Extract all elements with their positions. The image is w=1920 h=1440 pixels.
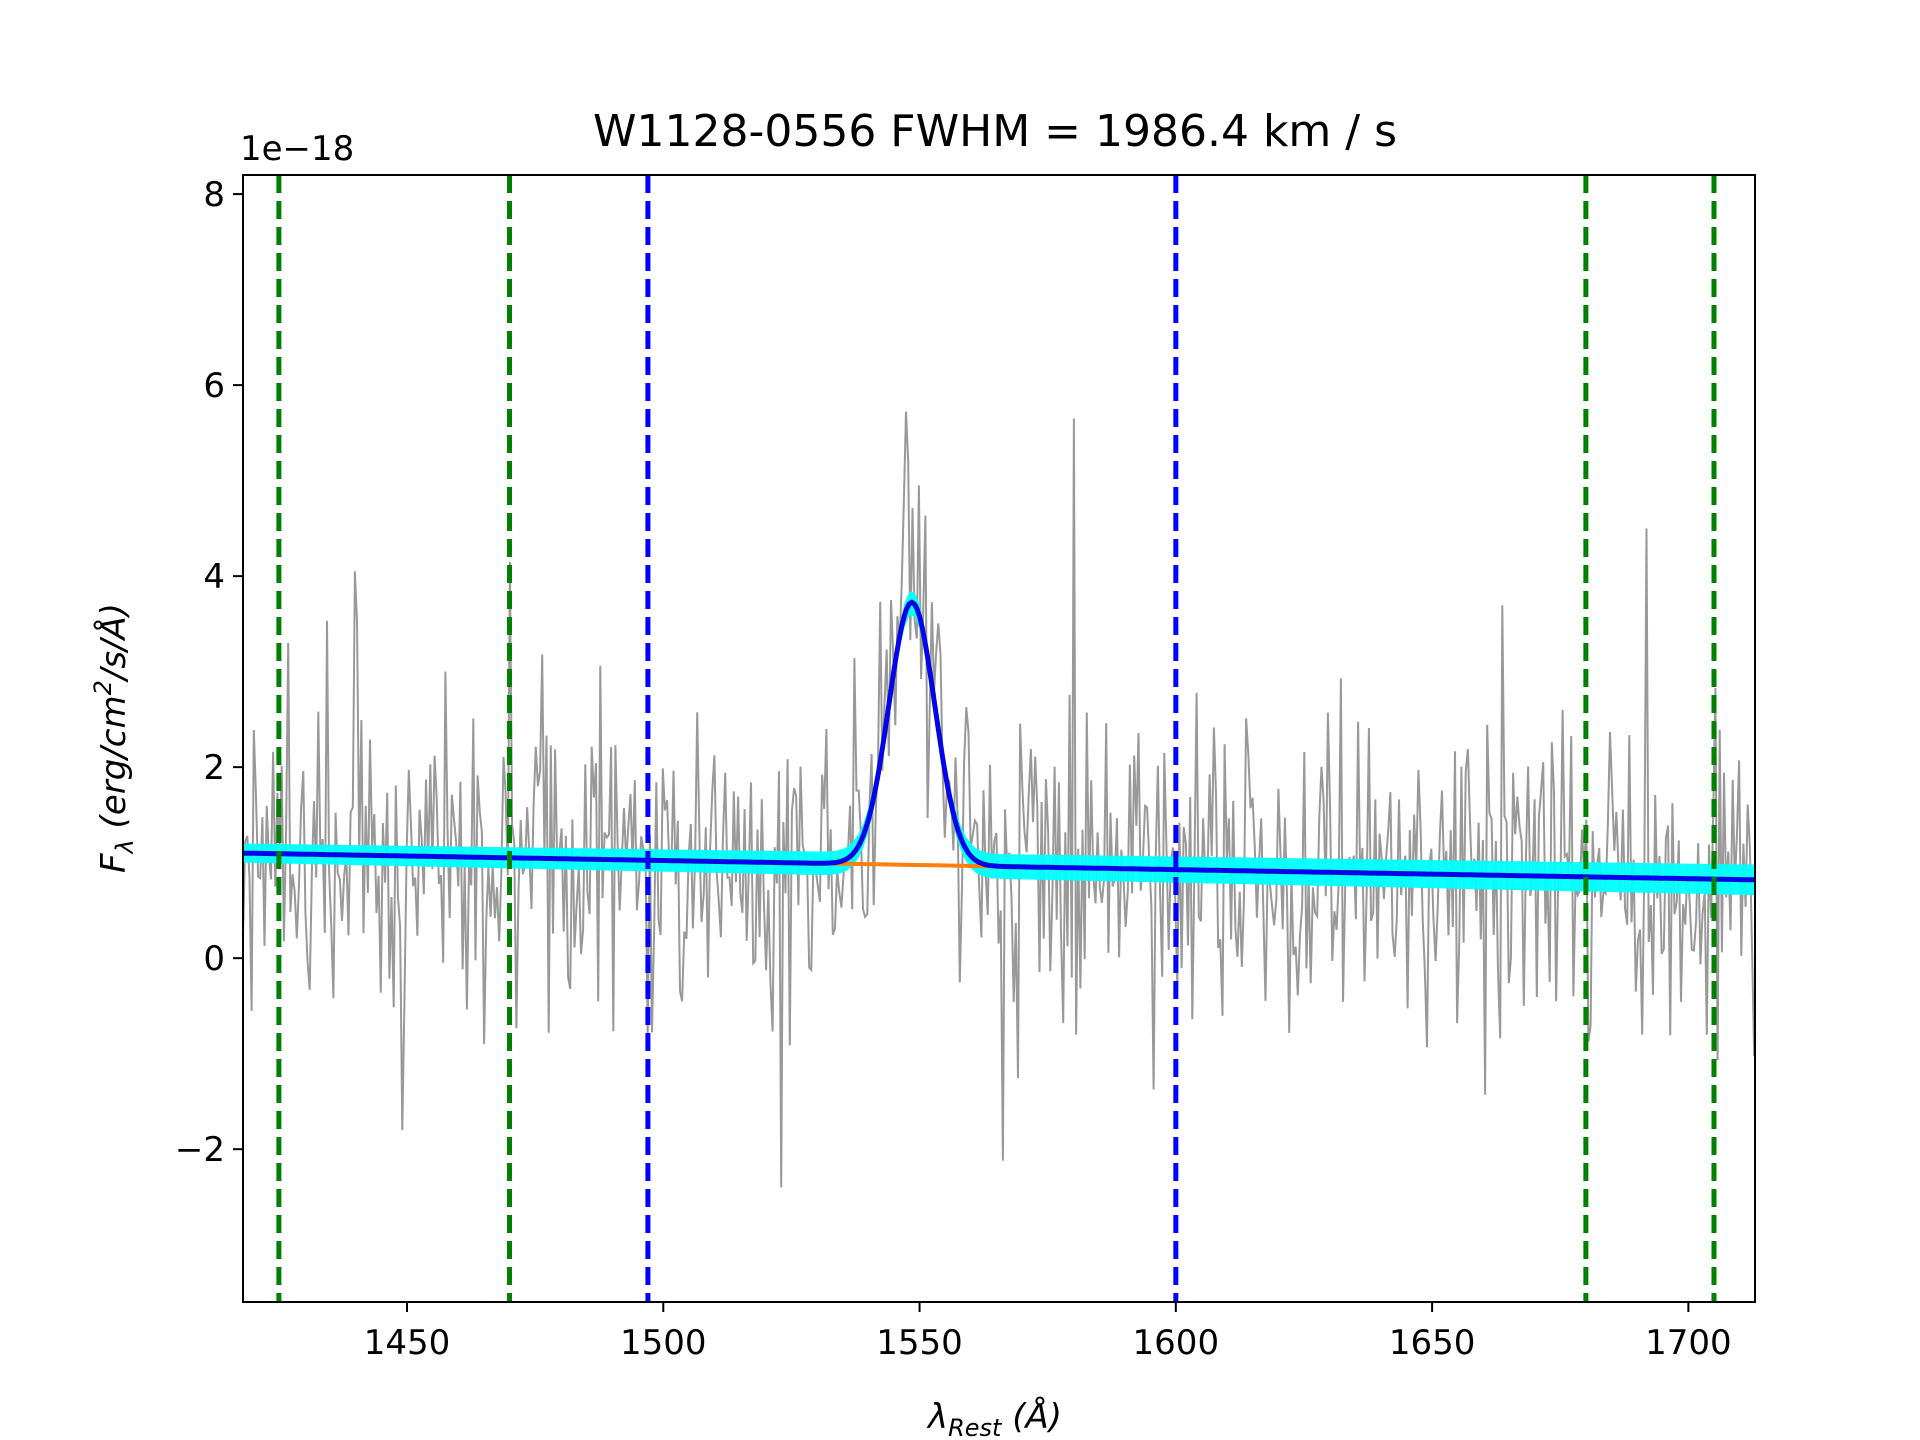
y-tick-label: 8 bbox=[203, 175, 225, 215]
y-tick-label: 4 bbox=[203, 557, 225, 597]
y-axis-ticks: −2 0 2 4 6 8 bbox=[175, 175, 243, 1170]
y-offset-text: 1e−18 bbox=[240, 129, 354, 169]
y-tick-label: −2 bbox=[175, 1130, 225, 1170]
axes-frame bbox=[242, 174, 1756, 1303]
plot-area: 1450 1500 1550 1600 1650 1700 −2 0 2 4 6 8 bbox=[175, 174, 1756, 1363]
x-axis-ticks: 1450 1500 1550 1600 1650 1700 bbox=[364, 1302, 1732, 1363]
x-tick-label: 1500 bbox=[620, 1323, 707, 1363]
x-tick-label: 1700 bbox=[1645, 1323, 1732, 1363]
x-axis-label: λRest (Å) bbox=[926, 1396, 1062, 1440]
y-tick-label: 6 bbox=[203, 366, 225, 406]
x-tick-label: 1650 bbox=[1389, 1323, 1476, 1363]
chart-title: W1128-0556 FWHM = 1986.4 km / s bbox=[593, 106, 1397, 157]
x-tick-label: 1600 bbox=[1133, 1323, 1220, 1363]
y-tick-label: 2 bbox=[203, 748, 225, 788]
spectrum-line bbox=[243, 411, 1755, 1188]
fit-line bbox=[243, 599, 1755, 882]
y-tick-label: 0 bbox=[203, 939, 225, 979]
x-tick-label: 1550 bbox=[876, 1323, 963, 1363]
y-axis-label: Fλ (erg/cm2/s/Å) bbox=[89, 603, 139, 873]
x-tick-label: 1450 bbox=[364, 1323, 451, 1363]
region-markers bbox=[276, 175, 1717, 1302]
uncertainty-band bbox=[243, 591, 1755, 896]
